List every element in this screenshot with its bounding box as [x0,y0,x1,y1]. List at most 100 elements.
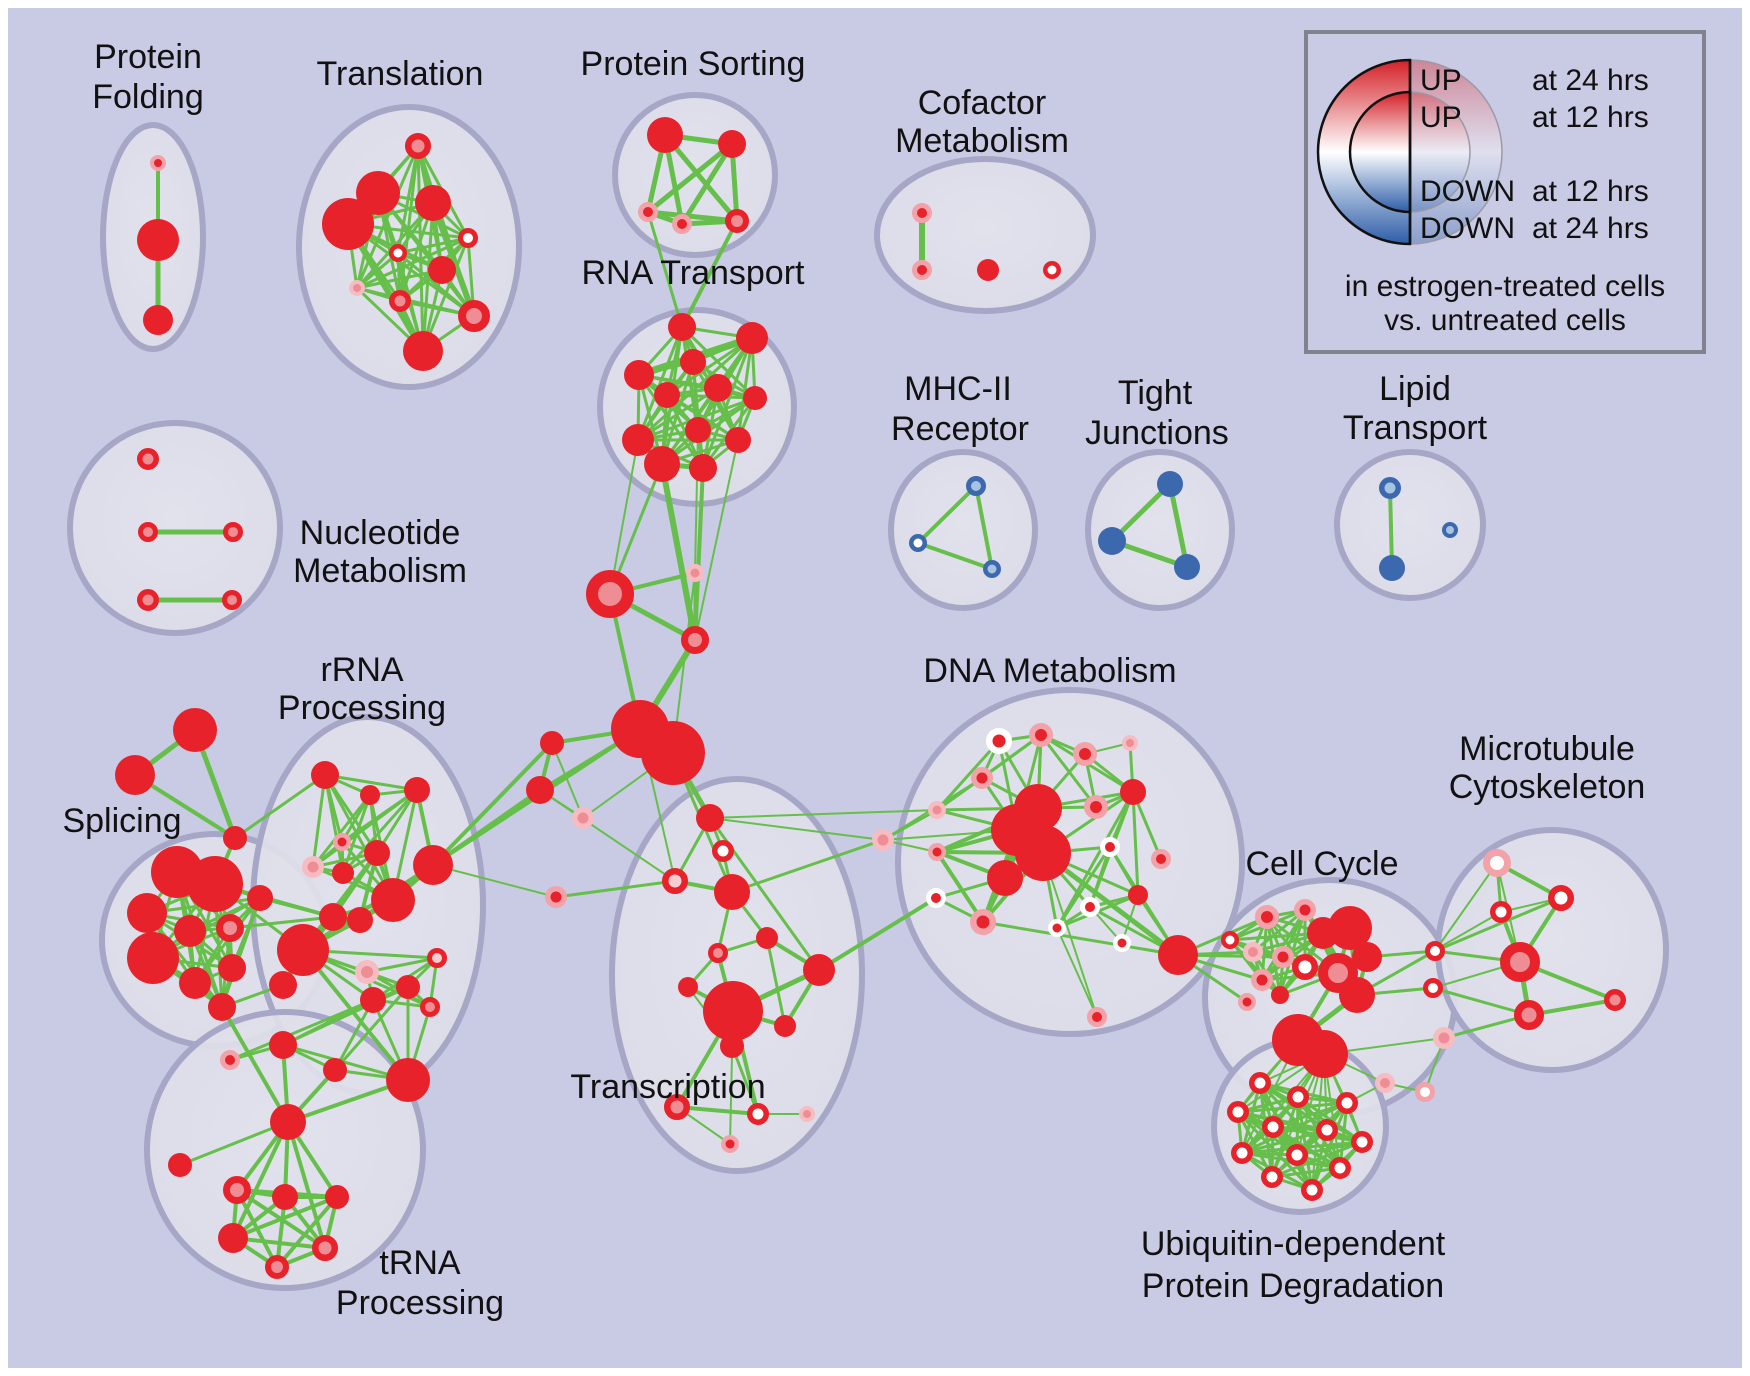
network-node-rt5[interactable] [654,382,680,408]
network-node-sp6[interactable] [127,932,179,984]
network-node-cc8[interactable] [1292,954,1318,980]
network-node-rt1[interactable] [668,313,696,341]
network-node-cc15[interactable] [1425,941,1445,961]
network-node-rr16[interactable] [360,987,386,1013]
network-node-cf3[interactable] [977,259,999,281]
network-node-sp4[interactable] [174,915,206,947]
network-node-tx5[interactable] [545,886,567,908]
network-node-lp2[interactable] [1379,555,1405,581]
network-node-tn3[interactable] [223,1176,251,1204]
network-node-rr3[interactable] [404,777,430,803]
network-node-rr8[interactable] [371,878,415,922]
network-node-dm19[interactable] [1128,885,1148,905]
network-node-tl3[interactable] [415,185,451,221]
network-node-dm1[interactable] [986,728,1012,754]
network-node-tn5[interactable] [325,1185,349,1209]
network-node-ub5[interactable] [1262,1116,1284,1138]
network-node-cc7[interactable] [1272,946,1294,968]
network-node-dm13[interactable] [987,860,1023,896]
network-node-rr22[interactable] [323,1058,347,1082]
network-node-cc12[interactable] [1238,993,1256,1011]
network-node-st1[interactable] [173,708,217,752]
network-node-rr4[interactable] [333,833,351,851]
network-node-rr17[interactable] [420,997,440,1017]
network-node-tx2[interactable] [712,840,734,862]
network-node-tl7[interactable] [428,256,456,284]
network-node-ub9[interactable] [1286,1144,1308,1166]
network-node-rr12[interactable] [413,845,453,885]
network-node-dm20[interactable] [1113,934,1131,952]
network-node-rc2[interactable] [586,570,634,618]
network-node-dm15[interactable] [926,888,946,908]
network-node-dm14[interactable] [1151,849,1171,869]
network-node-tx13[interactable] [664,1094,690,1120]
network-node-nm2[interactable] [138,522,158,542]
network-node-tl11[interactable] [403,331,443,371]
network-node-dm18[interactable] [1048,919,1066,937]
network-node-tl6[interactable] [389,244,407,262]
network-node-dm2[interactable] [1029,723,1053,747]
network-node-rr1[interactable] [311,761,339,789]
network-node-nm1[interactable] [137,448,159,470]
network-node-dm21[interactable] [1158,935,1198,975]
network-node-cc2[interactable] [1294,899,1316,921]
network-node-cc20[interactable] [1415,1082,1435,1102]
network-node-cc21[interactable] [1221,931,1239,949]
network-node-ub4[interactable] [1227,1101,1249,1123]
network-node-st3[interactable] [223,826,247,850]
network-node-tl1[interactable] [405,133,431,159]
network-node-cc5[interactable] [1352,942,1382,972]
network-node-rr14[interactable] [355,960,379,984]
network-node-tl4[interactable] [322,198,374,250]
network-node-ps3[interactable] [638,202,658,222]
network-node-mh3[interactable] [983,560,1001,578]
network-node-tn8[interactable] [265,1255,289,1279]
network-node-ub3[interactable] [1336,1092,1358,1114]
network-node-cf4[interactable] [1043,261,1061,279]
network-node-tj2[interactable] [1098,527,1126,555]
network-node-cc4[interactable] [1328,906,1372,950]
network-node-cc1[interactable] [1255,905,1279,929]
network-node-tn1[interactable] [270,1104,306,1140]
network-node-rt10[interactable] [725,427,751,453]
network-node-ub8[interactable] [1231,1142,1253,1164]
network-node-tx12[interactable] [774,1015,796,1037]
network-node-rc3[interactable] [681,626,709,654]
network-node-sp5[interactable] [216,914,244,942]
network-node-mc8[interactable] [1604,989,1626,1011]
network-node-tx10[interactable] [703,981,763,1041]
network-node-tx4[interactable] [714,874,750,910]
network-node-cc10[interactable] [1251,969,1273,991]
network-node-lp1[interactable] [1379,477,1401,499]
network-node-mh1[interactable] [966,476,986,496]
network-node-rr11[interactable] [277,924,329,976]
network-node-cc11[interactable] [1271,986,1289,1004]
network-node-rr2[interactable] [360,785,380,805]
network-node-tx16[interactable] [721,1135,739,1153]
network-node-sp2[interactable] [187,856,243,912]
network-node-dm12[interactable] [1100,837,1120,857]
network-node-rt11[interactable] [644,446,680,482]
network-node-cc17[interactable] [1272,1014,1324,1066]
network-node-cc6[interactable] [1243,942,1263,962]
network-node-tx15[interactable] [799,1106,815,1122]
network-node-rr9[interactable] [319,903,347,931]
network-node-dm0[interactable] [1122,735,1138,751]
network-node-tl10[interactable] [458,300,490,332]
network-node-rr6[interactable] [364,840,390,866]
network-node-tl5[interactable] [458,228,478,248]
network-node-tn2[interactable] [168,1153,192,1177]
network-node-pf2[interactable] [137,219,179,261]
network-node-tx7[interactable] [708,943,728,963]
network-node-ub7[interactable] [1351,1131,1373,1153]
network-node-tx14[interactable] [747,1103,769,1125]
network-node-ub10[interactable] [1329,1157,1351,1179]
network-node-tj1[interactable] [1157,471,1183,497]
network-node-dm16[interactable] [970,909,996,935]
network-node-ub2[interactable] [1287,1086,1309,1108]
network-node-tn4[interactable] [272,1184,298,1210]
network-node-ub1[interactable] [1249,1072,1271,1094]
network-node-mc9[interactable] [1433,1027,1455,1049]
network-node-ps4[interactable] [672,214,692,234]
network-node-rt2[interactable] [736,322,768,354]
